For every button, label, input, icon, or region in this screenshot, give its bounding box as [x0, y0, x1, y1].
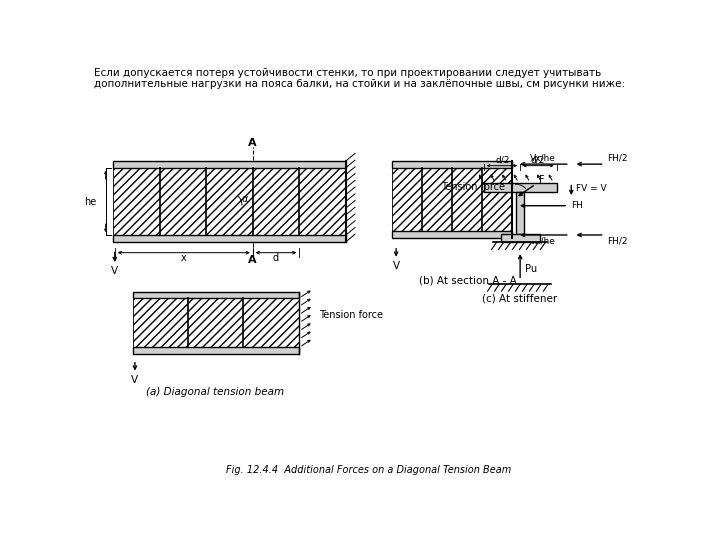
Bar	[113, 161, 346, 168]
Text: FH: FH	[571, 201, 583, 210]
Text: Vx/he: Vx/he	[530, 153, 556, 163]
Text: Fig. 12.4.4  Additional Forces on a Diagonal Tension Beam: Fig. 12.4.4 Additional Forces on a Diago…	[226, 465, 512, 475]
Text: Tension force: Tension force	[441, 182, 505, 192]
Text: α: α	[241, 194, 248, 204]
Bar	[500, 234, 539, 242]
Text: Pu: Pu	[525, 264, 537, 274]
Text: Если допускается потеря устойчивости стенки, то при проектировании следует учиты: Если допускается потеря устойчивости сте…	[94, 68, 625, 90]
Bar	[392, 161, 513, 168]
Bar	[516, 192, 524, 234]
Bar	[132, 292, 300, 298]
Text: d: d	[273, 253, 279, 263]
Text: (b) At section A - A: (b) At section A - A	[418, 275, 516, 286]
Bar	[392, 231, 513, 238]
Text: A: A	[248, 255, 257, 265]
Text: FV = V: FV = V	[576, 184, 606, 193]
Bar	[392, 168, 513, 231]
Text: Vx/he: Vx/he	[530, 237, 556, 246]
Bar	[484, 183, 557, 192]
Text: x: x	[181, 253, 186, 263]
Text: FH/2: FH/2	[607, 153, 627, 163]
Bar	[132, 298, 300, 347]
Text: V: V	[111, 266, 118, 276]
Text: F: F	[539, 174, 544, 185]
Text: (c) At stiffener: (c) At stiffener	[482, 293, 558, 303]
Text: FH/2: FH/2	[607, 237, 627, 246]
Text: α: α	[521, 181, 526, 190]
Text: A: A	[248, 138, 257, 147]
Text: he: he	[84, 197, 96, 207]
Text: d/2: d/2	[495, 156, 510, 165]
Text: (a) Diagonal tension beam: (a) Diagonal tension beam	[146, 387, 284, 397]
Text: V: V	[131, 375, 138, 384]
Bar	[113, 235, 346, 242]
Bar	[113, 168, 346, 235]
Text: V: V	[392, 261, 400, 271]
Text: d/2: d/2	[531, 156, 545, 165]
Text: Tension force: Tension force	[319, 310, 382, 320]
Bar	[132, 347, 300, 354]
